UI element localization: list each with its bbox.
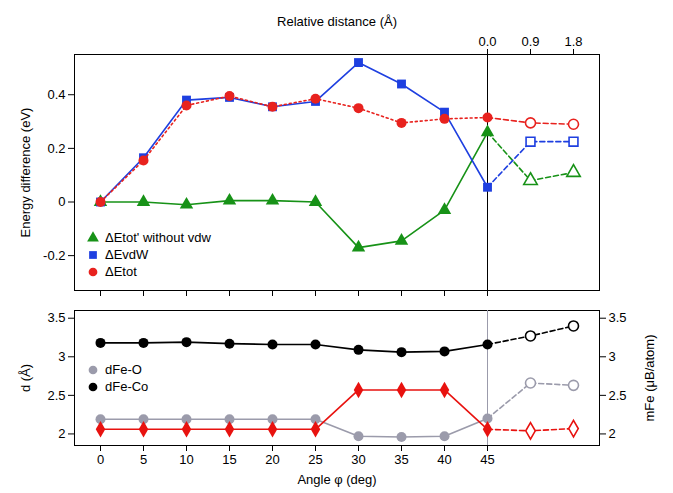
html-text:dFe-O: dFe-O	[105, 362, 142, 377]
svg-text:3.5: 3.5	[609, 310, 627, 325]
svg-text:0.2: 0.2	[47, 141, 65, 156]
svg-text:d (Å): d (Å)	[18, 364, 33, 392]
svg-text:25: 25	[308, 452, 322, 467]
svg-text:5: 5	[140, 452, 147, 467]
svg-text:2.5: 2.5	[47, 388, 65, 403]
svg-text:10: 10	[179, 452, 193, 467]
html-text:ΔEtot' without vdw: ΔEtot' without vdw	[105, 230, 211, 245]
svg-text:0.0: 0.0	[478, 34, 496, 49]
svg-text:0: 0	[58, 194, 65, 209]
html-text:dFe-Co: dFe-Co	[105, 379, 149, 394]
svg-text:35: 35	[394, 452, 408, 467]
svg-text:2: 2	[58, 426, 65, 441]
svg-text:3.5: 3.5	[47, 310, 65, 325]
svg-text:2.5: 2.5	[609, 388, 627, 403]
svg-text:3: 3	[58, 349, 65, 364]
svg-text:-0.2: -0.2	[43, 248, 65, 263]
svg-text:3: 3	[609, 349, 616, 364]
svg-text:40: 40	[437, 452, 451, 467]
svg-text:20: 20	[265, 452, 279, 467]
svg-text:1.8: 1.8	[564, 34, 582, 49]
html-text:ΔEtot: ΔEtot	[105, 264, 137, 279]
html-text:ΔEvdW: ΔEvdW	[105, 247, 149, 262]
svg-text:mFe (μB/atom): mFe (μB/atom)	[642, 335, 657, 422]
svg-text:45: 45	[480, 452, 494, 467]
svg-text:15: 15	[222, 452, 236, 467]
svg-text:Angle φ (deg): Angle φ (deg)	[297, 472, 376, 487]
svg-text:0.4: 0.4	[47, 87, 65, 102]
svg-text:Energy difference (eV): Energy difference (eV)	[18, 108, 33, 238]
svg-text:2: 2	[609, 426, 616, 441]
svg-text:0.9: 0.9	[521, 34, 539, 49]
svg-text:0: 0	[97, 452, 104, 467]
svg-text:Relative distance (Å): Relative distance (Å)	[277, 14, 397, 29]
svg-text:30: 30	[351, 452, 365, 467]
